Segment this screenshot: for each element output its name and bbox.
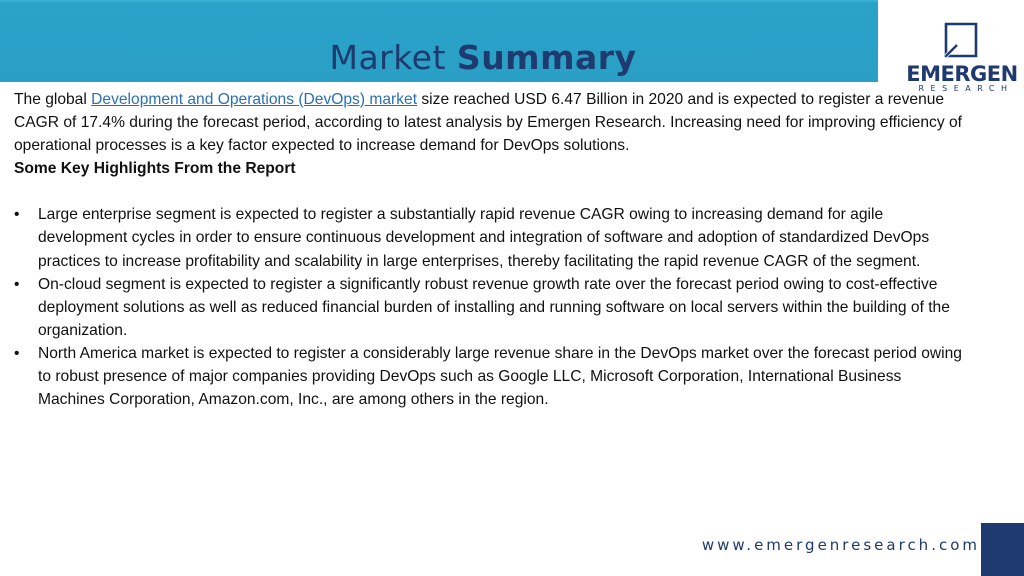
- highlights-list: • Large enterprise segment is expected to…: [14, 203, 964, 411]
- page-title-bold: Summary: [456, 38, 637, 77]
- intro-text-before: The global: [14, 91, 92, 108]
- page-title-light: Market: [329, 38, 446, 77]
- list-item-text: Large enterprise segment is expected to …: [38, 206, 930, 270]
- devops-market-link[interactable]: Development and Operations (DevOps) mark…: [91, 91, 418, 108]
- highlights-heading: Some Key Highlights From the Report: [14, 160, 296, 178]
- page-title: Market Summary: [0, 38, 966, 77]
- footer-url: www.emergenresearch.com: [701, 536, 980, 554]
- logo-subtitle: RESEARCH: [918, 84, 1014, 93]
- bullet-icon: •: [14, 206, 20, 224]
- list-item: • Large enterprise segment is expected to…: [14, 203, 964, 272]
- bullet-icon: •: [14, 344, 20, 362]
- intro-text-after: size reached USD 6.47 Billion in 2020 an…: [14, 91, 962, 155]
- list-item-text: North America market is expected to regi…: [38, 344, 962, 409]
- logo-wordmark: EMERGEN: [906, 62, 1018, 86]
- list-item: • North America market is expected to reg…: [14, 342, 964, 411]
- bullet-icon: •: [14, 275, 20, 293]
- emergen-logo: EMERGEN RESEARCH: [906, 20, 1018, 93]
- spacer: [14, 180, 964, 203]
- list-item-text: On-cloud segment is expected to register…: [38, 275, 950, 339]
- logo-square-icon: [944, 22, 978, 58]
- list-item: • On-cloud segment is expected to registe…: [14, 273, 964, 342]
- footer-accent-block: [981, 523, 1024, 576]
- main-content: The global Development and Operations (D…: [14, 88, 964, 411]
- header-banner: [0, 0, 878, 82]
- intro-paragraph: The global Development and Operations (D…: [14, 88, 964, 157]
